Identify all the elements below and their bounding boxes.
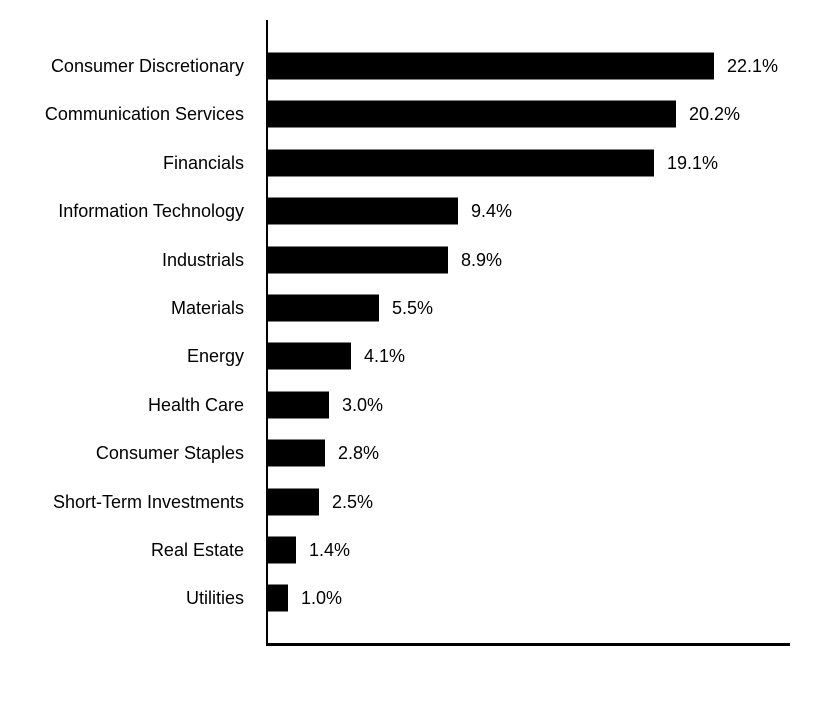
category-label: Communication Services — [44, 104, 244, 125]
category-label: Energy — [186, 346, 244, 367]
value-label: 8.9% — [461, 249, 503, 270]
bar — [268, 294, 379, 322]
category-label: Consumer Discretionary — [50, 56, 244, 76]
bar — [268, 100, 676, 128]
category-label: Industrials — [161, 249, 244, 270]
value-label: 2.8% — [338, 443, 380, 464]
value-label: 2.5% — [332, 491, 374, 512]
value-label: 1.4% — [309, 540, 351, 560]
bar — [268, 52, 714, 80]
value-label: 19.1% — [667, 152, 719, 173]
value-label: 3.0% — [342, 394, 384, 415]
bar — [268, 536, 296, 564]
category-label: Health Care — [147, 394, 244, 415]
bar — [268, 391, 329, 419]
category-label: Materials — [170, 298, 244, 318]
value-label: 1.0% — [301, 588, 343, 609]
bar — [268, 246, 448, 274]
value-label: 20.2% — [689, 104, 741, 125]
value-label: 4.1% — [364, 346, 406, 367]
plot-area: 22.1% 20.2% 19.1% 9.4% 8.9% 5.5% 4.1% 3.0% 2.8% 2… — [266, 20, 790, 646]
bar — [268, 488, 319, 516]
category-axis: Consumer Discretionary Communication Serv… — [0, 20, 244, 644]
bar — [268, 342, 351, 370]
bar — [268, 197, 458, 225]
category-label: Consumer Staples — [95, 443, 244, 464]
bar — [268, 149, 654, 177]
bar — [268, 439, 325, 467]
value-label: 22.1% — [727, 56, 779, 76]
category-label: Utilities — [185, 588, 244, 609]
category-label: Information Technology — [58, 201, 244, 222]
value-label: 5.5% — [392, 298, 434, 318]
category-label: Financials — [162, 152, 244, 173]
value-label: 9.4% — [471, 201, 513, 222]
category-label: Real Estate — [150, 540, 244, 560]
bar — [268, 584, 288, 612]
category-label: Short-Term Investments — [52, 491, 244, 512]
